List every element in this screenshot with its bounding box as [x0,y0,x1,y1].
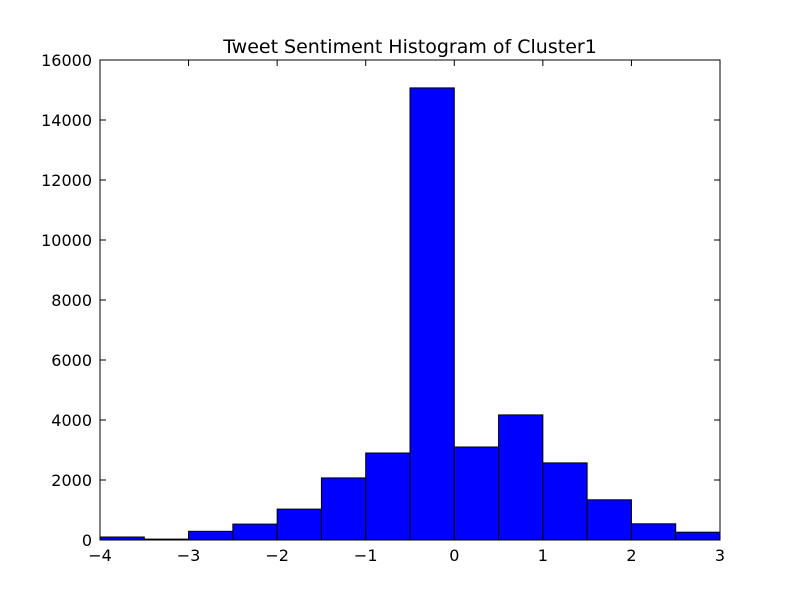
histogram-bar-10 [542,462,588,541]
histogram-bar-8 [453,446,500,541]
y-tick-label-2: 4000 [51,411,92,430]
histogram-bar-6 [365,452,411,541]
y-tick-label-1: 2000 [51,471,92,490]
y-tick-label-0: 0 [82,531,92,550]
y-tick-label-5: 10000 [41,231,92,250]
histogram-bar-7 [409,87,455,541]
x-tick-label-4: 0 [449,546,459,565]
chart-title: Tweet Sentiment Histogram of Cluster1 [222,36,597,58]
y-tick-label-8: 16000 [41,51,92,70]
histogram-bar-13 [675,531,721,541]
bars-layer [99,87,721,541]
x-tick-label-3: −1 [354,546,378,565]
histogram-bar-12 [630,523,677,541]
x-tick-label-7: 3 [715,546,725,565]
x-tick-label-5: 1 [538,546,548,565]
y-tick-label-6: 12000 [41,171,92,190]
histogram-bar-3 [232,523,278,541]
y-tick-label-7: 14000 [41,111,92,130]
y-tick-label-4: 8000 [51,291,92,310]
x-tick-label-0: −4 [88,546,112,565]
histogram-bar-11 [586,499,632,541]
ticks-layer: −4 −3 −2 −1 0 1 2 3 0 2000 4000 6000 8000 10000 12000 1… [41,51,725,565]
x-tick-label-6: 2 [626,546,636,565]
histogram-bar-5 [320,477,367,541]
y-tick-label-3: 6000 [51,351,92,370]
histogram-bar-9 [498,414,544,541]
histogram-bar-4 [276,508,322,541]
histogram-bar-2 [188,530,234,541]
x-tick-label-1: −3 [177,546,201,565]
x-tick-label-2: −2 [265,546,289,565]
